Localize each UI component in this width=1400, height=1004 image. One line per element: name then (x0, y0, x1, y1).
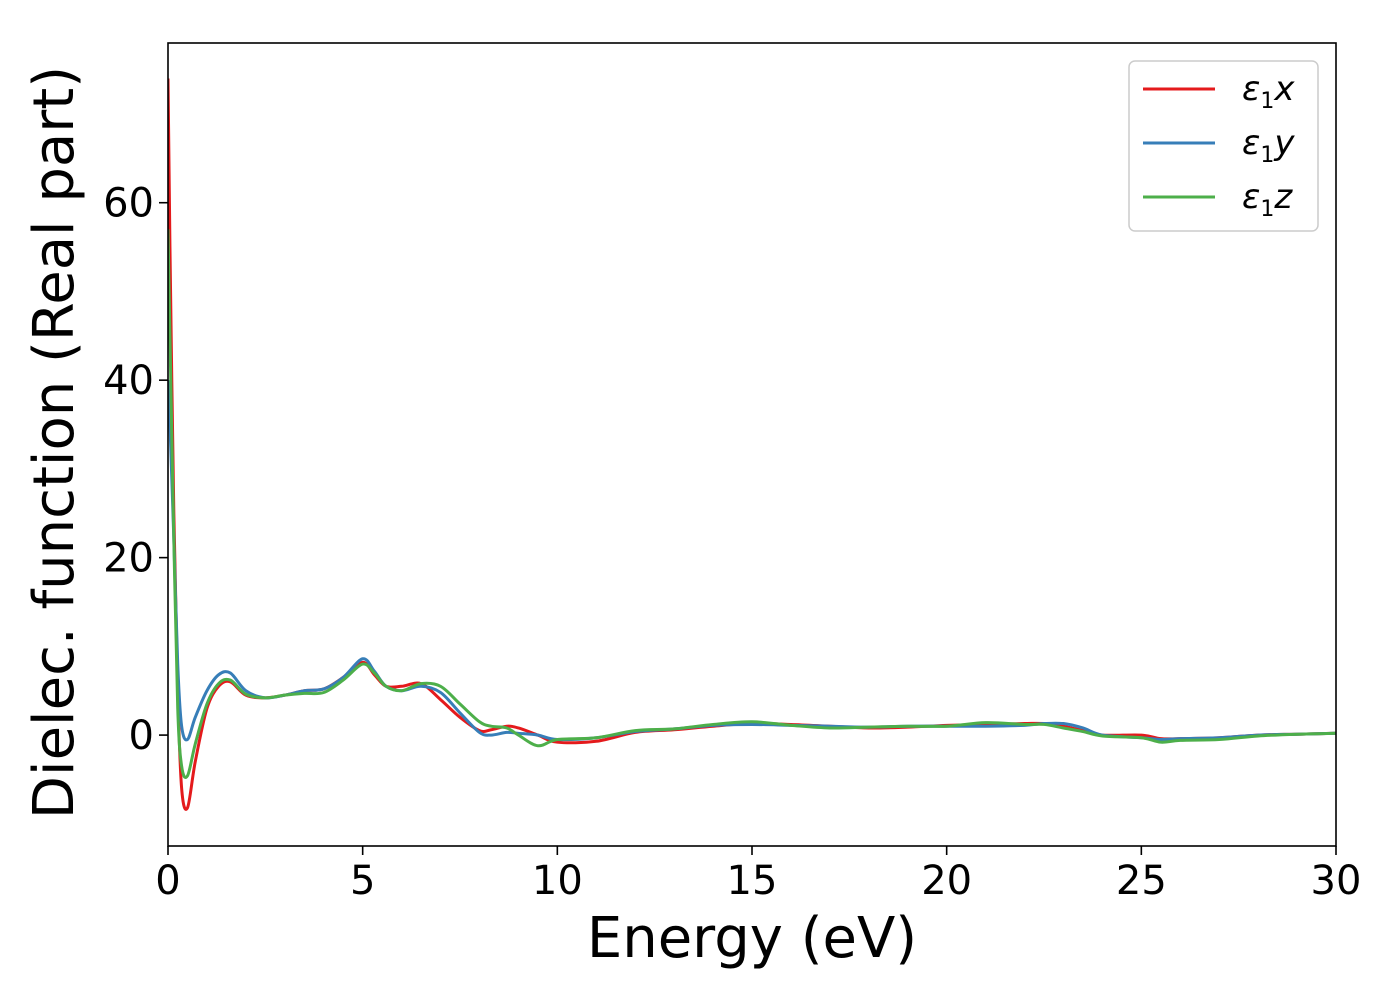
y-tick-label: 60 (103, 181, 154, 227)
y-tick-label: 40 (103, 358, 154, 404)
legend-item-z: ε1z (1143, 177, 1293, 222)
legend-variable: y (1273, 123, 1295, 163)
x-tick-label: 30 (1311, 858, 1362, 904)
x-tick-label: 0 (155, 858, 180, 904)
legend-item-y: ε1y (1143, 123, 1295, 168)
legend-variable: x (1273, 69, 1295, 109)
x-axis-label: Energy (eV) (587, 906, 917, 971)
legend-symbol: ε (1242, 177, 1260, 217)
y-axis-label: Dielec. function (Real part) (22, 66, 87, 819)
x-tick-label: 15 (727, 858, 778, 904)
x-tick-label: 20 (921, 858, 972, 904)
y-tick-label: 0 (129, 713, 154, 759)
legend-label: ε1y (1242, 123, 1295, 168)
legend-box (1128, 60, 1319, 232)
x-axis-ticks: 0 5 10 15 20 25 30 (155, 846, 1361, 904)
legend-variable: z (1273, 177, 1293, 217)
legend-label: ε1z (1242, 177, 1293, 222)
legend-symbol: ε (1242, 69, 1260, 109)
x-tick-label: 25 (1116, 858, 1167, 904)
legend-subscript: 1 (1260, 197, 1274, 222)
legend-label: ε1x (1242, 69, 1295, 114)
y-tick-label: 20 (103, 536, 154, 582)
series-line-x (168, 78, 1336, 811)
x-tick-label: 5 (350, 858, 375, 904)
series-line-z (168, 229, 1336, 780)
legend-item-x: ε1x (1143, 69, 1295, 114)
y-axis-ticks: 0 20 40 60 (103, 181, 168, 759)
legend-symbol: ε (1242, 123, 1260, 163)
plot-area (168, 78, 1336, 811)
series-line-y (168, 380, 1336, 742)
legend-subscript: 1 (1260, 143, 1274, 168)
legend-subscript: 1 (1260, 89, 1274, 114)
x-tick-label: 10 (532, 858, 583, 904)
